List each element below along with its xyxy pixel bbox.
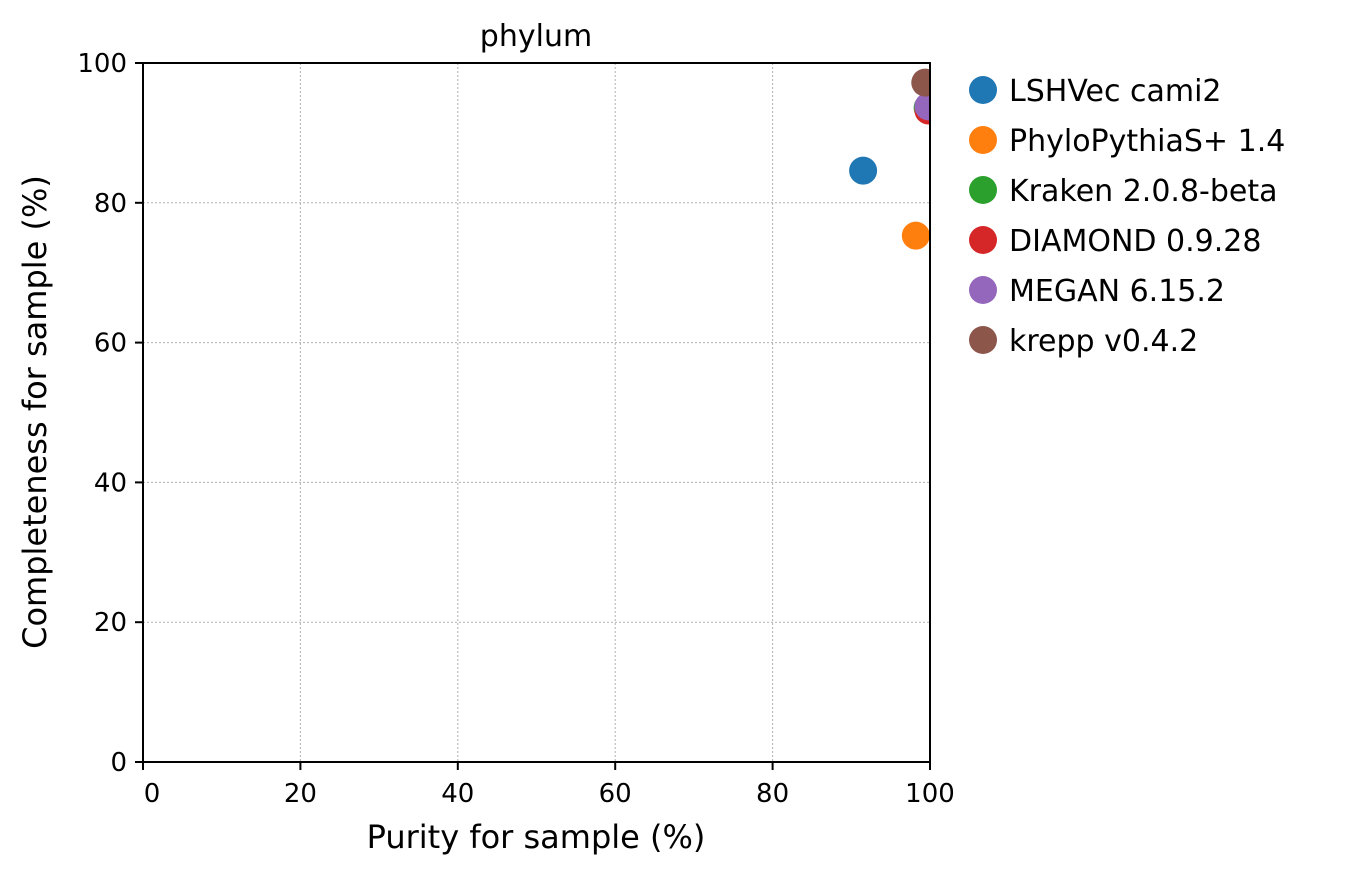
data-point [914,92,930,121]
y-axis-ticks: 0 20 40 60 80 100 [77,49,143,778]
y-tick-label: 80 [94,189,127,219]
y-axis-label: Completeness for sample (%) [16,175,54,649]
chart-title: phylum [480,19,592,54]
legend-label: MEGAN 6.15.2 [1009,274,1225,309]
legend-marker [969,226,997,254]
grid-lines [143,63,930,762]
legend: LSHVec cami2 PhyloPythiaS+ 1.4 Kraken 2.0.… [969,74,1285,359]
y-tick-label: 60 [94,329,127,359]
y-tick-label: 20 [94,608,127,638]
x-tick-label: 60 [599,779,632,809]
y-tick-label: 40 [94,468,127,498]
legend-marker [969,326,997,354]
x-tick-label: 80 [756,779,789,809]
data-point [911,68,930,97]
legend-label: DIAMOND 0.9.28 [1009,224,1261,259]
x-tick-label: 20 [284,779,317,809]
data-point [901,221,930,250]
x-tick-label: 100 [905,779,955,809]
x-tick-label: 40 [441,779,474,809]
legend-marker [969,276,997,304]
plot-frame [142,62,931,763]
legend-label: LSHVec cami2 [1009,74,1222,109]
x-axis-label: Purity for sample (%) [367,818,706,856]
y-tick-label: 0 [110,748,127,778]
legend-marker [969,76,997,104]
x-tick-label: 0 [144,779,161,809]
legend-label: Kraken 2.0.8-beta [1009,174,1278,209]
legend-marker [969,126,997,154]
y-tick-label: 100 [77,49,127,79]
x-axis-ticks: 0 20 40 60 80 100 [142,762,955,809]
legend-label: krepp v0.4.2 [1009,324,1198,359]
legend-marker [969,176,997,204]
data-point [849,156,878,185]
data-points [849,68,930,250]
legend-label: PhyloPythiaS+ 1.4 [1009,124,1285,159]
